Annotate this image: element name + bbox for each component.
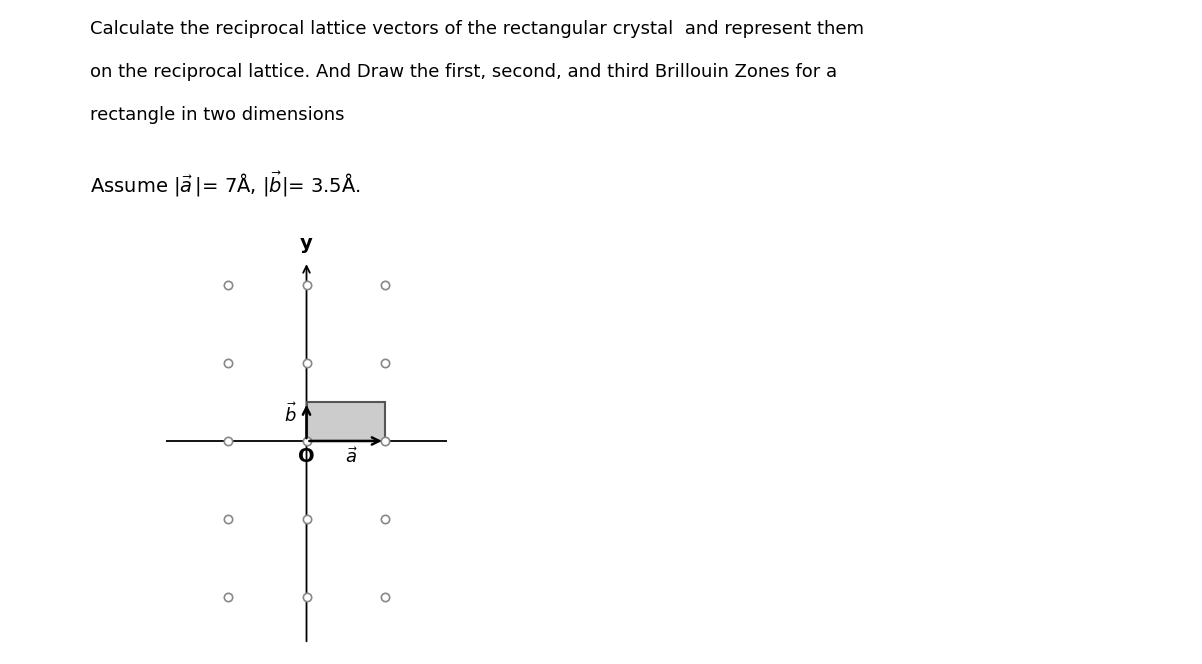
Text: on the reciprocal lattice. And Draw the first, second, and third Brillouin Zones: on the reciprocal lattice. And Draw the … [90, 63, 838, 81]
Text: rectangle in two dimensions: rectangle in two dimensions [90, 106, 345, 124]
Text: $\vec{a}$: $\vec{a}$ [345, 448, 358, 467]
Text: y: y [300, 234, 313, 254]
Bar [307, 402, 385, 441]
Text: Assume $|\vec{a}\,|$= 7Å, $|\vec{b}|$= 3.5Å.: Assume $|\vec{a}\,|$= 7Å, $|\vec{b}|$= 3… [90, 169, 361, 199]
Text: Calculate the reciprocal lattice vectors of the rectangular crystal  and represe: Calculate the reciprocal lattice vectors… [90, 20, 864, 38]
Text: O: O [298, 448, 315, 466]
Text: $\vec{b}$: $\vec{b}$ [285, 402, 297, 426]
